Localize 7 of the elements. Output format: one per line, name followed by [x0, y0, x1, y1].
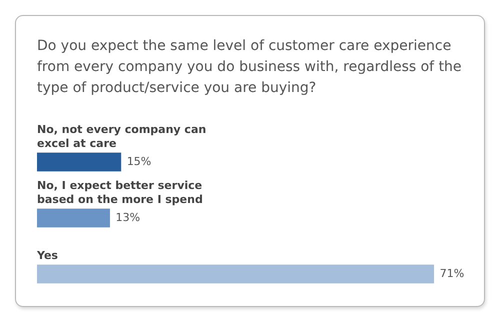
y-tick-label: No, not every company can excel at care	[37, 123, 206, 150]
data-label: 13%	[116, 210, 140, 224]
data-label: 71%	[440, 266, 464, 280]
y-tick-label: Yes	[36, 249, 58, 262]
chart-title: Do you expect the same level of customer care experience from every company you do business with, regardless of the type of product/service you are buying?	[37, 37, 463, 98]
y-tick-label: No, I expect better service based on the more I spend	[37, 179, 203, 206]
data-label: 15%	[126, 154, 152, 168]
